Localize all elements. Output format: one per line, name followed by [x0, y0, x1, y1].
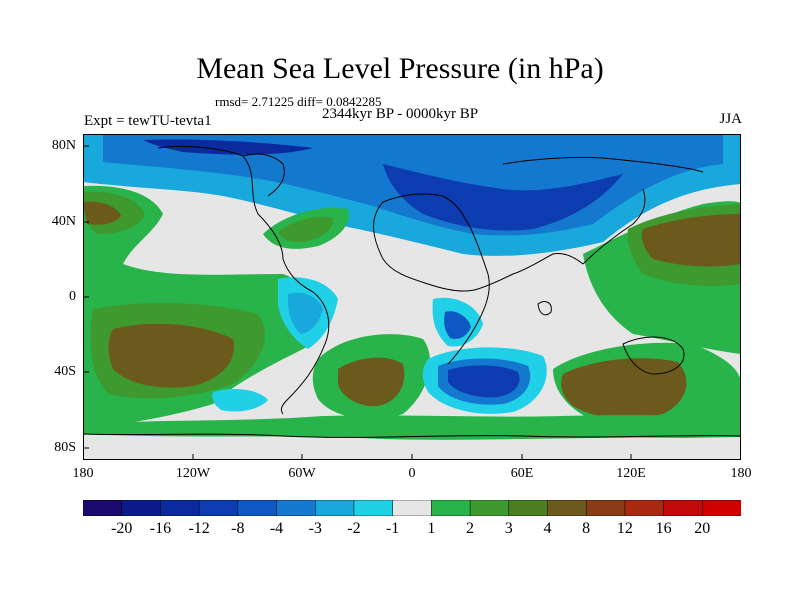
lat-label-40n: 40N	[51, 214, 76, 229]
axis-ticks	[83, 145, 632, 460]
colorbar-label: 20	[694, 520, 711, 537]
indian-ocean-high-core	[561, 358, 687, 419]
colorbar-swatch	[276, 500, 316, 516]
coastlines	[83, 145, 741, 438]
lat-label-40s: 40S	[54, 364, 76, 379]
south-atlantic-high-core	[338, 357, 405, 407]
lon-label-180w: 180	[72, 466, 94, 481]
colorbar-label: -12	[188, 520, 210, 537]
colorbar-label: 8	[582, 520, 591, 537]
colorbar-label: -1	[385, 520, 400, 537]
north-pacific-west-core2	[641, 214, 741, 267]
colorbar-swatch	[237, 500, 278, 516]
colorbar-label: -16	[149, 520, 172, 537]
colorbar-swatch	[160, 500, 200, 516]
colorbar-label: 3	[504, 520, 513, 537]
colorbar-label: 16	[655, 520, 672, 537]
lon-label-0: 0	[408, 466, 416, 481]
north-atlantic-high-core	[278, 216, 334, 242]
colorbar-swatch	[121, 500, 161, 516]
lat-label-0: 0	[69, 289, 76, 304]
polar-low-core	[143, 139, 313, 155]
lon-label-120w: 120W	[175, 466, 211, 481]
lat-label-80s: 80S	[54, 440, 76, 455]
colorbar-label: 2	[466, 520, 475, 537]
lat-label-80n: 80N	[51, 138, 76, 153]
colorbar-swatch	[198, 500, 239, 516]
lon-label-120e: 120E	[616, 466, 646, 481]
experiment-label: Expt = tewTU-tevta1	[84, 113, 212, 129]
colorbar-swatch	[431, 500, 471, 516]
lon-label-180e: 180	[730, 466, 752, 481]
colorbar-swatch	[314, 500, 355, 516]
colorbar-swatch	[353, 500, 394, 516]
rmsd-diff-stats: rmsd= 2.71225 diff= 0.0842285	[215, 94, 382, 109]
colorbar-swatch	[83, 500, 123, 516]
south-pacific-high-core	[108, 323, 234, 388]
colorbar-swatch	[624, 500, 665, 516]
africa-low-core	[444, 311, 471, 339]
north-pacific-high-core	[83, 201, 121, 225]
colorbar-swatch	[469, 500, 510, 516]
lon-label-60e: 60E	[510, 466, 534, 481]
colorbar-swatch	[547, 500, 587, 516]
colorbar-label: 1	[427, 520, 436, 537]
colorbar-swatch	[392, 500, 432, 516]
south-pacific-low	[212, 388, 268, 412]
colorbar-label: -2	[347, 520, 361, 537]
season-label: JJA	[719, 111, 742, 127]
colorbar-label: 4	[543, 520, 552, 537]
colorbar-swatch	[663, 500, 703, 516]
pressure-anomaly-map	[83, 134, 741, 460]
map-title: Mean Sea Level Pressure (in hPa)	[196, 52, 604, 85]
colorbar-label: -8	[231, 520, 245, 537]
colorbar-label: -3	[308, 520, 322, 537]
antarctic-light	[83, 434, 741, 460]
colorbar-swatch	[702, 500, 741, 516]
south-indian-low-core	[448, 365, 520, 398]
colorbar	[83, 500, 741, 516]
amazon-low-core	[287, 292, 323, 334]
colorbar-label: -4	[269, 520, 284, 537]
colorbar-swatch	[508, 500, 549, 516]
colorbar-swatch	[585, 500, 626, 516]
lon-label-60w: 60W	[288, 466, 316, 481]
colorbar-label: 12	[616, 520, 633, 537]
period-label: 2344kyr BP - 0000kyr BP	[322, 106, 479, 122]
colorbar-label: -20	[111, 520, 133, 537]
eurasian-low-core	[383, 164, 623, 231]
